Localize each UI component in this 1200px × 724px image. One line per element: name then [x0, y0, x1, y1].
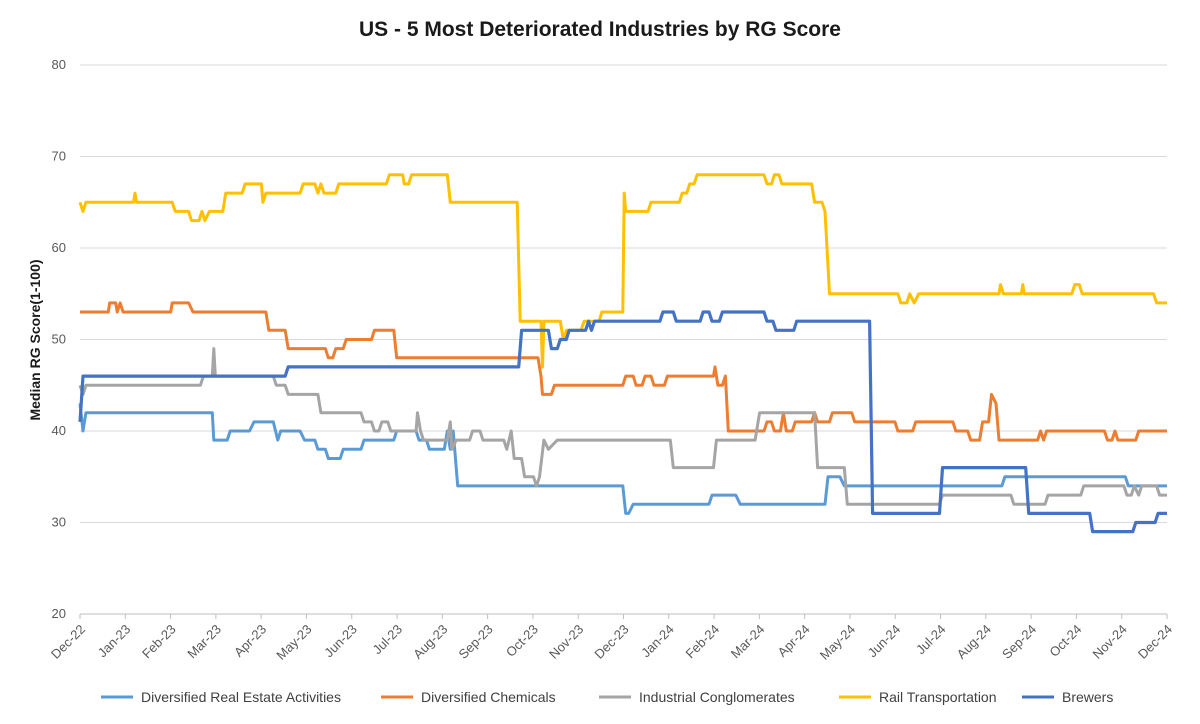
y-tick-label: 40 [52, 423, 66, 438]
x-tick-label: Nov-24 [1090, 622, 1130, 662]
x-tick-label: Jun-24 [865, 622, 904, 661]
y-tick-label: 30 [52, 515, 66, 530]
x-tick-label: Mar-24 [728, 622, 768, 662]
x-tick-label: Dec-24 [1135, 622, 1175, 662]
y-tick-label: 20 [52, 606, 66, 621]
y-tick-label: 70 [52, 149, 66, 164]
x-tick-label: May-23 [273, 622, 314, 663]
y-tick-label: 60 [52, 240, 66, 255]
x-tick-label: Oct-24 [1046, 622, 1084, 660]
series-line-3 [78, 173, 1167, 369]
legend-item-3: Rail Transportation [839, 689, 997, 705]
series-line-4 [78, 310, 1167, 534]
x-tick-label: Aug-24 [954, 622, 994, 662]
x-tick-label: Jul-24 [913, 622, 949, 658]
x-tick-label: Mar-23 [184, 622, 224, 662]
x-tick-label: Feb-24 [682, 622, 722, 662]
x-tick-label: Sep-24 [999, 622, 1039, 662]
chart-title: US - 5 Most Deteriorated Industries by R… [359, 18, 841, 41]
legend-item-2: Industrial Conglomerates [599, 689, 795, 705]
legend: Diversified Real Estate Activities Divers… [101, 689, 1113, 705]
x-axis: Dec-22 Jan-23 Feb-23 Mar-23 Apr-23 May-23 Jun-… [48, 613, 1175, 663]
x-tick-label: Jan-23 [95, 622, 134, 661]
x-tick-label: Jul-23 [370, 622, 406, 658]
legend-label: Industrial Conglomerates [639, 689, 795, 705]
series-line-2 [78, 347, 1167, 506]
legend-item-1: Diversified Chemicals [381, 689, 556, 705]
x-tick-label: Nov-23 [546, 622, 586, 662]
legend-label: Rail Transportation [879, 689, 997, 705]
legend-label: Brewers [1062, 689, 1113, 705]
x-tick-label: Feb-23 [139, 622, 179, 662]
y-tick-label: 50 [52, 332, 66, 347]
y-axis-title: Median RG Score(1-100) [27, 259, 43, 420]
x-tick-label: May-24 [817, 622, 858, 663]
x-tick-label: Apr-24 [775, 622, 813, 660]
x-tick-label: Sep-23 [455, 622, 495, 662]
x-tick-label: Apr-23 [231, 622, 269, 660]
x-tick-label: Jan-24 [638, 622, 677, 661]
y-axis: 20 30 40 50 60 70 80 [52, 57, 66, 621]
x-tick-label: Oct-23 [503, 622, 541, 660]
y-tick-label: 80 [52, 57, 66, 72]
x-tick-label: Dec-23 [591, 622, 631, 662]
series-lines [78, 173, 1167, 534]
x-tick-label: Aug-23 [410, 622, 450, 662]
x-tick-label: Jun-23 [321, 622, 360, 661]
gridlines [80, 64, 1167, 615]
legend-label: Diversified Chemicals [421, 689, 556, 705]
legend-item-0: Diversified Real Estate Activities [101, 689, 341, 705]
series-line-1 [80, 301, 1167, 442]
legend-label: Diversified Real Estate Activities [141, 689, 341, 705]
series-line-0 [78, 403, 1167, 515]
legend-item-4: Brewers [1022, 689, 1113, 705]
x-tick-label: Dec-22 [48, 622, 88, 662]
